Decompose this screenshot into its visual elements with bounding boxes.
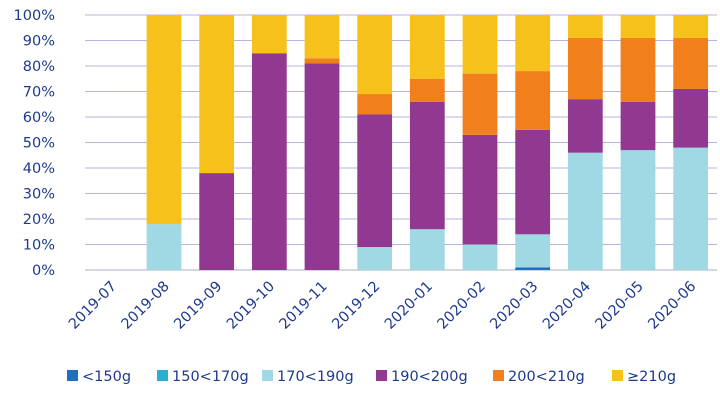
bar-segment — [304, 15, 340, 59]
legend-swatch — [157, 370, 168, 381]
x-tick-label: 2019-07 — [66, 279, 120, 333]
bar-segment — [620, 101, 656, 151]
bar-segment — [567, 152, 603, 270]
x-tick-label: 2020-04 — [540, 279, 594, 333]
legend-label: 170<190g — [277, 369, 354, 385]
legend-label: 150<170g — [172, 369, 249, 385]
y-tick-label: 0% — [32, 263, 55, 279]
bar-segment — [462, 244, 498, 270]
y-tick-label: 70% — [23, 85, 55, 101]
bar-segment — [357, 247, 393, 270]
bar-segment — [567, 99, 603, 153]
legend-swatch — [376, 370, 387, 381]
bar-segment — [146, 15, 182, 225]
bar-segment — [515, 267, 551, 270]
y-tick-label: 30% — [23, 187, 55, 203]
bar-segment — [567, 37, 603, 100]
bar-segment — [515, 129, 551, 235]
x-axis-tick-labels: 2019-072019-082019-092019-102019-112019-… — [66, 279, 699, 333]
y-tick-label: 10% — [23, 238, 55, 254]
x-tick-label: 2019-09 — [171, 279, 225, 333]
x-tick-label: 2020-03 — [487, 279, 541, 333]
bar-segment — [462, 15, 498, 74]
bar-segment — [673, 147, 709, 270]
bar-segment — [462, 134, 498, 245]
bar-segment — [199, 173, 235, 270]
bar-segment — [409, 229, 445, 270]
bar-segment — [357, 114, 393, 248]
bar-segment — [673, 15, 709, 38]
bar-segment — [620, 37, 656, 102]
legend: <150g 150<170g 170<190g 190<200g 200<210g ≥21… — [67, 369, 676, 385]
y-tick-label: 80% — [23, 59, 55, 75]
bar-segment — [409, 78, 445, 102]
x-tick-label: 2020-02 — [435, 279, 489, 333]
y-tick-label: 60% — [23, 110, 55, 126]
bar-segment — [515, 234, 551, 268]
bar-segment — [251, 15, 287, 54]
bar-segment — [515, 71, 551, 130]
legend-label: 200<210g — [508, 369, 585, 385]
legend-swatch — [262, 370, 273, 381]
bar-segment — [673, 88, 709, 148]
x-tick-label: 2019-11 — [277, 279, 331, 333]
y-axis-tick-labels: 0% 10% 20% 30% 40% 50% 60% 70% 80% 90% 100% — [14, 8, 55, 279]
bar-segment — [620, 150, 656, 270]
x-tick-label: 2019-10 — [224, 279, 278, 333]
bar-segment — [409, 15, 445, 79]
y-tick-label: 90% — [23, 34, 55, 50]
bar-segment — [620, 15, 656, 38]
y-tick-label: 40% — [23, 161, 55, 177]
bar-segment — [462, 73, 498, 135]
legend-swatch — [67, 370, 78, 381]
x-tick-label: 2020-06 — [645, 279, 699, 333]
x-tick-label: 2019-08 — [119, 279, 173, 333]
bar-segment — [357, 94, 393, 115]
x-tick-label: 2019-12 — [329, 279, 383, 333]
y-tick-label: 20% — [23, 212, 55, 228]
bar-segment — [146, 224, 182, 270]
bar-segment — [409, 101, 445, 230]
gridlines — [85, 14, 717, 271]
bar-segment — [304, 58, 340, 64]
bar-segment — [515, 15, 551, 72]
y-tick-label: 100% — [14, 8, 55, 24]
y-tick-label: 50% — [23, 136, 55, 152]
legend-label: ≥210g — [627, 369, 676, 385]
bar-segment — [304, 63, 340, 271]
x-tick-label: 2020-05 — [593, 279, 647, 333]
bar-segment — [199, 15, 235, 174]
legend-label: <150g — [82, 369, 131, 385]
bars — [146, 15, 709, 271]
bar-segment — [357, 15, 393, 95]
bar-segment — [251, 53, 287, 270]
x-tick-label: 2020-01 — [382, 279, 436, 333]
legend-swatch — [493, 370, 504, 381]
legend-swatch — [612, 370, 623, 381]
legend-label: 190<200g — [391, 369, 468, 385]
bar-segment — [567, 15, 603, 38]
bar-segment — [673, 37, 709, 89]
